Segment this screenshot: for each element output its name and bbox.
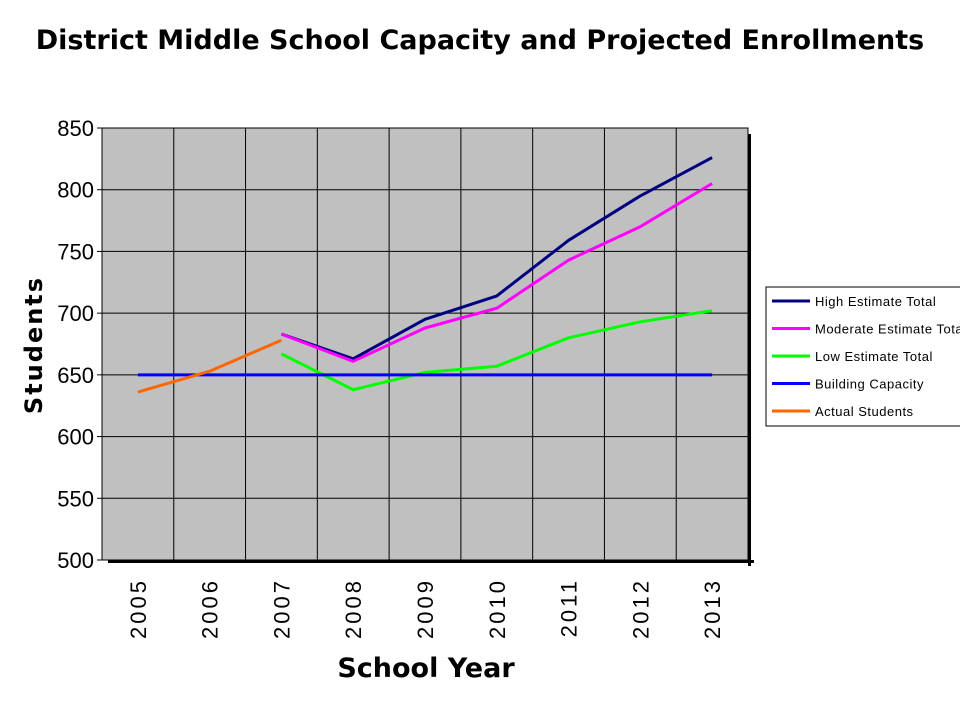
legend-label: Moderate Estimate Total (815, 322, 960, 337)
y-tick-label: 650 (57, 363, 94, 388)
y-tick-label: 700 (57, 301, 94, 326)
x-tick-label: 2013 (700, 578, 725, 639)
x-tick-label: 2005 (126, 578, 151, 639)
plot-shadow-right (748, 134, 751, 566)
x-tick-label: 2006 (198, 578, 223, 639)
y-tick-label: 750 (57, 239, 94, 264)
x-tick-label: 2009 (413, 578, 438, 639)
y-tick-label: 600 (57, 425, 94, 450)
series-line-low-estimate-total (280, 309, 713, 392)
chart-title: District Middle School Capacity and Proj… (36, 25, 924, 56)
legend-label: Actual Students (815, 404, 914, 419)
series-layer (137, 156, 713, 394)
x-tick-label: 2010 (485, 578, 510, 639)
series-line-high-estimate-total (280, 156, 713, 361)
plot-shadow-bottom (108, 560, 754, 563)
x-axis: 2005 2006 2007 2008 2009 2010 2011 2012 2013 (126, 578, 725, 639)
x-tick-label: 2012 (628, 578, 653, 639)
y-axis: 500 550 600 650 700 750 800 850 (57, 116, 102, 573)
series-line-moderate-estimate-total (280, 182, 713, 363)
x-tick-label: 2007 (269, 578, 294, 639)
legend-label: Building Capacity (815, 377, 924, 392)
y-tick-label: 500 (57, 548, 94, 573)
y-tick-label: 850 (57, 116, 94, 141)
x-tick-label: 2011 (557, 578, 582, 637)
legend-label: Low Estimate Total (815, 349, 933, 364)
legend-label: High Estimate Total (815, 294, 936, 309)
legend: High Estimate Total Moderate Estimate Tot… (765, 286, 960, 427)
y-tick-label: 800 (57, 178, 94, 203)
y-axis-title: Students (20, 276, 48, 414)
x-tick-label: 2008 (341, 578, 366, 639)
series-line-actual-students (137, 338, 282, 394)
y-tick-label: 550 (57, 486, 94, 511)
x-axis-title: School Year (337, 653, 515, 684)
plot-area (102, 128, 748, 560)
plot-border (101, 127, 749, 561)
